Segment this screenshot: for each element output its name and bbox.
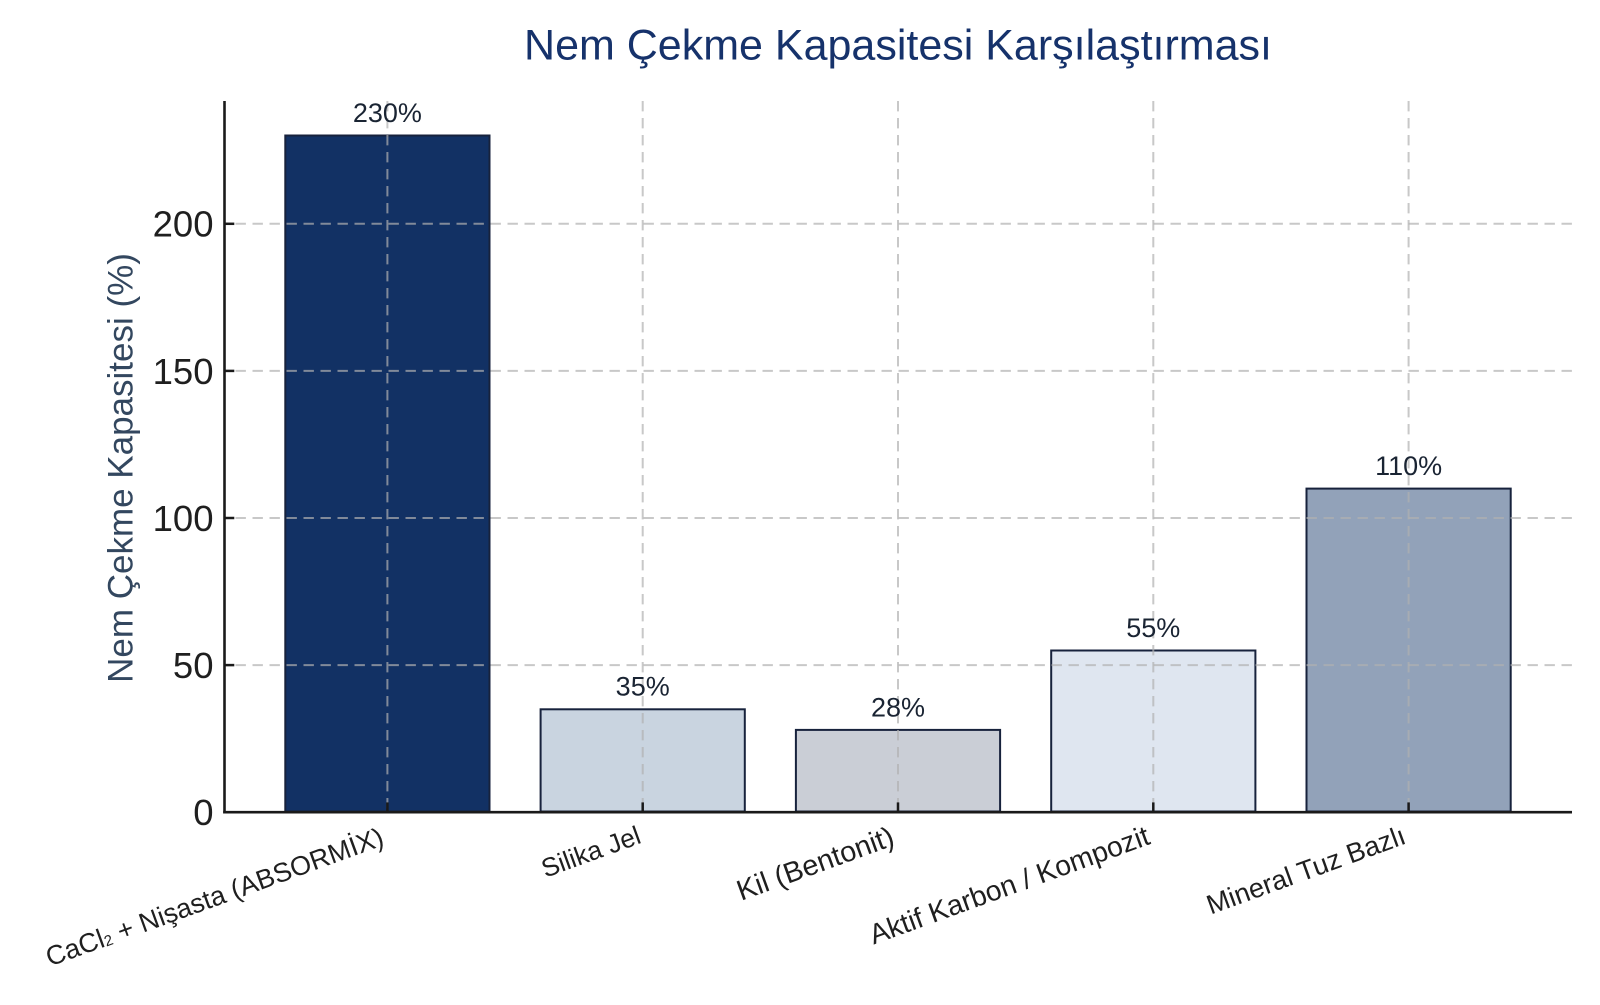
svg-text:Nem Çekme Kapasitesi (%): Nem Çekme Kapasitesi (%): [102, 253, 141, 683]
svg-text:150: 150: [153, 351, 214, 392]
svg-text:28%: 28%: [871, 692, 925, 722]
svg-text:100: 100: [153, 498, 214, 539]
svg-text:0: 0: [193, 792, 213, 833]
svg-text:50: 50: [173, 645, 214, 686]
svg-text:Nem Çekme Kapasitesi Karşılaşt: Nem Çekme Kapasitesi Karşılaştırması: [524, 22, 1272, 70]
svg-text:230%: 230%: [353, 98, 422, 128]
svg-text:200: 200: [153, 204, 214, 245]
svg-text:110%: 110%: [1375, 451, 1442, 481]
svg-text:35%: 35%: [616, 672, 670, 702]
svg-text:55%: 55%: [1126, 613, 1180, 643]
